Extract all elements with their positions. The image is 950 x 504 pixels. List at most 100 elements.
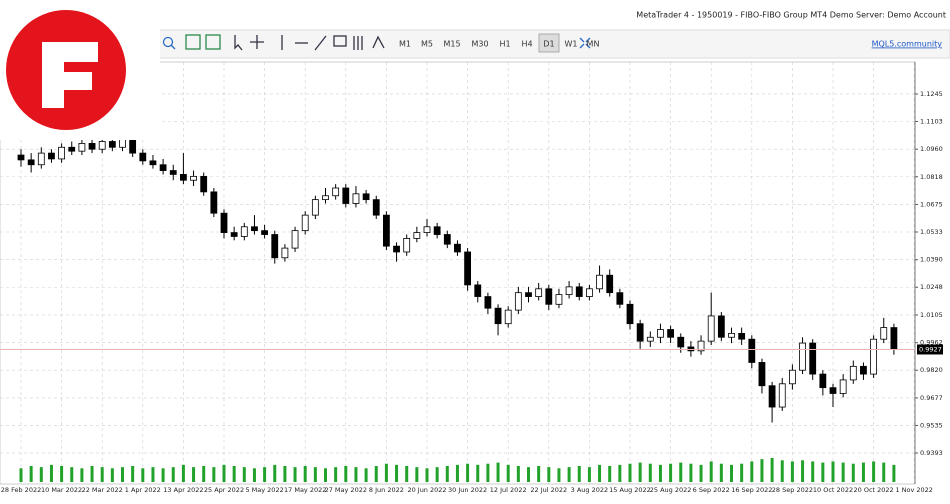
candle-body	[464, 251, 472, 286]
x-tick-label: 15 Aug 2022	[609, 486, 651, 494]
volume-bar	[730, 464, 733, 482]
volume-bar	[141, 468, 145, 482]
cursor-tool[interactable]	[234, 35, 243, 51]
candle-body	[565, 286, 573, 296]
candle-body	[657, 329, 664, 338]
candle-body	[68, 146, 76, 152]
y-tick-label: 0.9820	[920, 366, 943, 374]
volume-bar	[516, 466, 520, 482]
volume-bar	[100, 467, 104, 482]
candle-body	[829, 387, 837, 394]
volume-bar	[425, 468, 429, 482]
candle-body	[535, 288, 543, 297]
candle-body	[717, 315, 725, 338]
candle-body	[190, 175, 197, 181]
candle-body	[220, 212, 228, 233]
timeframe-button[interactable]: M1	[399, 40, 411, 49]
x-tick-label: 1 Apr 2022	[125, 486, 161, 494]
window-title: MetaTrader 4 - 1950019 - FIBO-FIBO Group…	[636, 11, 946, 20]
timeframes: M1 M5 M15 M30 H1 H4 D1 W1 MN	[399, 33, 600, 53]
timeframe-button[interactable]: M15	[443, 40, 460, 49]
timeframe-button[interactable]: H1	[499, 40, 510, 49]
volume-bar	[892, 464, 896, 482]
x-tick-label: 30 Jun 2022	[448, 486, 487, 494]
y-tick-label: 0.9393	[920, 449, 943, 457]
candle-body	[37, 152, 45, 166]
candle-body	[311, 199, 319, 216]
candle-body	[616, 292, 624, 305]
crosshair-tool[interactable]	[250, 35, 264, 49]
timeframe-button[interactable]: W1	[565, 40, 578, 49]
candle-body	[474, 284, 482, 297]
volume-bar	[70, 467, 74, 482]
shapes-tool[interactable]	[372, 35, 385, 49]
community-link[interactable]: MQL5.community	[872, 40, 943, 49]
candle-body	[251, 226, 258, 232]
candle-body	[778, 383, 786, 408]
volume-bar	[293, 467, 297, 482]
volume-bar	[790, 461, 794, 482]
candle-body	[58, 146, 65, 160]
x-tick-label: 25 Aug 2022	[650, 486, 692, 494]
volume-bar	[324, 468, 327, 482]
volume-bar	[750, 461, 754, 482]
candle-body	[261, 230, 269, 235]
volume-bar	[699, 464, 703, 482]
y-tick-label: 1.0390	[920, 256, 943, 264]
candle-body	[687, 346, 695, 352]
logo-letter	[42, 42, 98, 108]
candle-body	[596, 274, 603, 290]
fullscreen[interactable]	[579, 37, 591, 49]
volume-bar	[364, 468, 368, 482]
candle-body	[382, 214, 390, 247]
volume-bar	[374, 466, 378, 482]
candle-body	[707, 315, 715, 342]
volume-bar	[435, 467, 439, 482]
candle-body	[880, 327, 888, 340]
timeframe-button[interactable]: M5	[421, 40, 433, 49]
volume-bar	[49, 464, 53, 482]
timeframe-button[interactable]: M30	[471, 40, 488, 49]
fibo-tool[interactable]	[353, 36, 363, 50]
candle-body	[78, 143, 86, 152]
volume-bar	[760, 459, 764, 482]
x-tick-label: 8 Jun 2022	[369, 486, 404, 494]
volume-bar	[313, 467, 317, 482]
scroll-toggle[interactable]	[185, 34, 201, 50]
candle-body	[738, 332, 746, 340]
candle-body	[423, 226, 431, 233]
volume-bar	[719, 463, 723, 482]
volume-bar	[455, 464, 459, 482]
volume-bar	[476, 464, 480, 482]
volume-bar	[90, 466, 94, 482]
candle-body	[169, 170, 177, 175]
y-tick-label: 0.9535	[920, 421, 943, 429]
candle-body	[48, 152, 55, 160]
timeframe-button[interactable]: H4	[521, 40, 532, 49]
candle-body	[281, 247, 289, 259]
text-tool[interactable]	[333, 35, 347, 47]
volume-bar	[80, 468, 84, 482]
timeframe-button[interactable]: MN	[587, 40, 600, 49]
chart: 28 Feb 2022 10 Mar 2022 22 Mar 2022 1 Apr 2…	[0, 62, 943, 494]
autoscroll-toggle[interactable]	[205, 34, 221, 50]
candle-body	[728, 332, 735, 338]
candle-body	[494, 307, 502, 325]
zoom-out[interactable]	[162, 36, 174, 48]
x-tick-label: 22 Jul 2022	[530, 486, 567, 494]
x-tick-label: 12 Jul 2022	[490, 486, 527, 494]
trendline-tool[interactable]	[314, 35, 327, 51]
candle-body	[606, 274, 614, 294]
candle-body	[332, 187, 340, 197]
y-tick-label: 1.0248	[920, 283, 943, 291]
candle-body	[626, 303, 634, 325]
candle-body	[301, 214, 309, 232]
volume-bar	[445, 466, 449, 482]
candle-body	[504, 309, 512, 325]
volume-bar	[344, 466, 348, 482]
volume-bar	[212, 467, 216, 482]
timeframe-button[interactable]: D1	[543, 40, 554, 49]
y-tick-label: 1.0675	[920, 200, 943, 208]
volume-bar	[496, 462, 500, 482]
